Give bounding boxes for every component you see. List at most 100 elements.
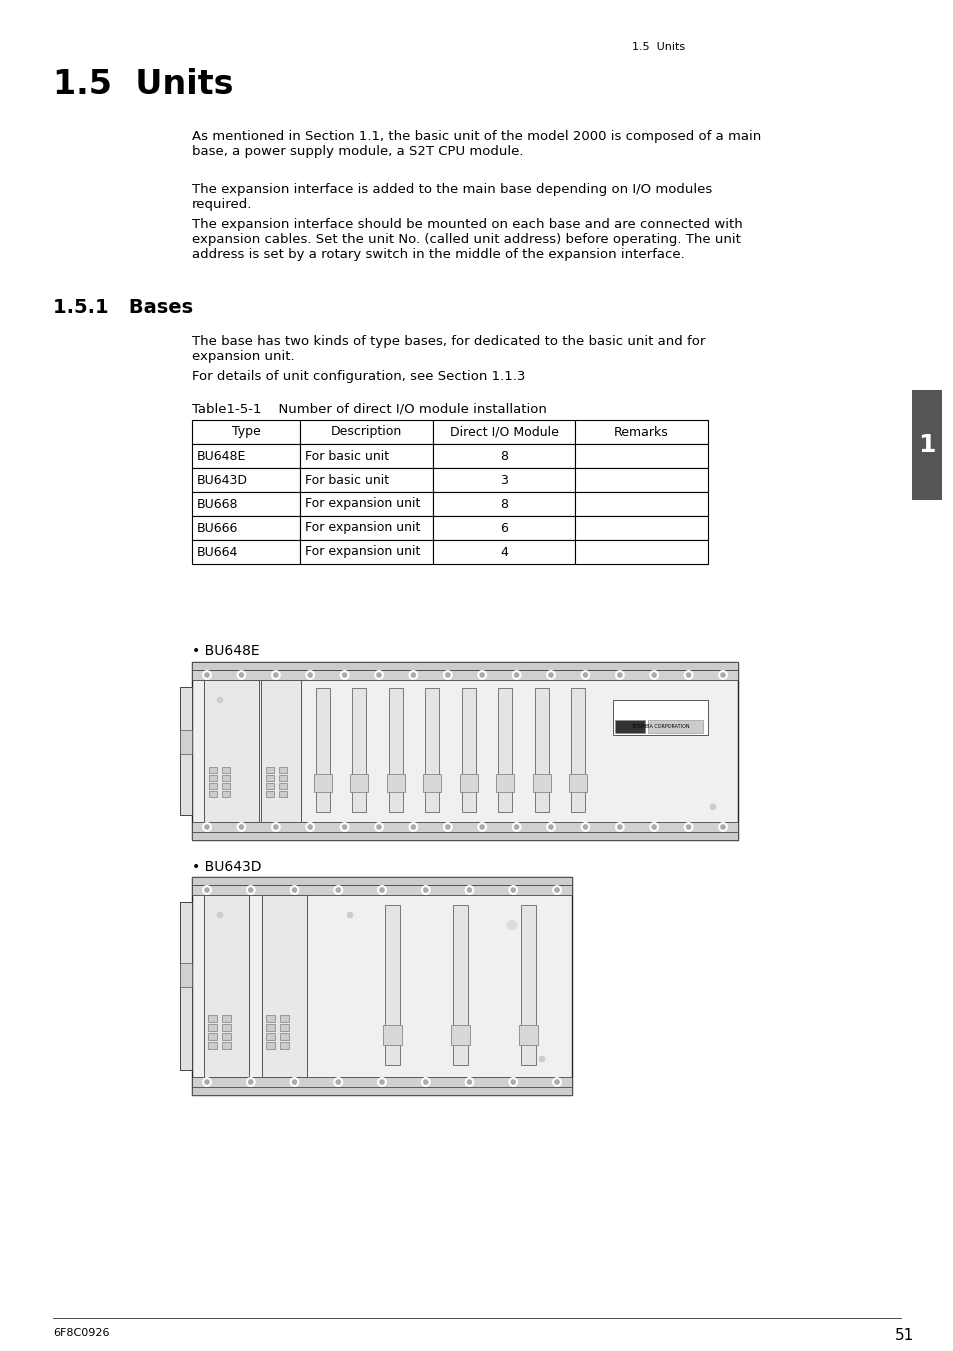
- Circle shape: [651, 673, 656, 677]
- Text: For basic unit: For basic unit: [305, 450, 389, 462]
- Bar: [192, 662, 738, 840]
- Circle shape: [477, 823, 486, 831]
- Bar: [192, 670, 738, 680]
- Circle shape: [216, 697, 223, 703]
- Text: Description: Description: [331, 426, 402, 439]
- Bar: [266, 1015, 274, 1021]
- Text: For expansion unit: For expansion unit: [305, 497, 420, 511]
- Circle shape: [479, 824, 484, 830]
- Bar: [222, 790, 230, 797]
- Circle shape: [554, 1079, 558, 1085]
- Bar: [280, 1024, 289, 1031]
- Text: Table1-5-1    Number of direct I/O module installation: Table1-5-1 Number of direct I/O module i…: [192, 403, 546, 416]
- Bar: [266, 775, 274, 781]
- Bar: [180, 963, 192, 988]
- Circle shape: [273, 824, 278, 830]
- Circle shape: [615, 670, 623, 680]
- Bar: [222, 775, 230, 781]
- Circle shape: [467, 1079, 472, 1085]
- Text: TOSHIBA CORPORATION: TOSHIBA CORPORATION: [630, 724, 689, 730]
- Bar: [278, 784, 287, 789]
- Circle shape: [508, 1078, 517, 1086]
- Bar: [192, 516, 299, 540]
- Circle shape: [411, 824, 416, 830]
- Circle shape: [685, 673, 690, 677]
- Circle shape: [342, 824, 347, 830]
- Bar: [209, 790, 216, 797]
- Text: • BU648E: • BU648E: [192, 644, 259, 658]
- Bar: [192, 540, 299, 563]
- Bar: [208, 1015, 216, 1021]
- Circle shape: [685, 824, 690, 830]
- Bar: [299, 492, 433, 516]
- Bar: [192, 832, 738, 840]
- Circle shape: [546, 823, 555, 831]
- Circle shape: [411, 673, 416, 677]
- Circle shape: [464, 885, 474, 894]
- Bar: [433, 444, 575, 467]
- Bar: [575, 420, 707, 444]
- Bar: [204, 680, 258, 821]
- Circle shape: [548, 824, 553, 830]
- Bar: [266, 767, 274, 773]
- Bar: [192, 1088, 572, 1096]
- Circle shape: [538, 1056, 544, 1062]
- Bar: [451, 1025, 470, 1046]
- Circle shape: [202, 670, 212, 680]
- Bar: [192, 877, 572, 885]
- Bar: [575, 540, 707, 563]
- Bar: [575, 492, 707, 516]
- Bar: [192, 420, 299, 444]
- Circle shape: [512, 823, 520, 831]
- Text: BU668: BU668: [196, 497, 238, 511]
- Text: 51: 51: [894, 1328, 913, 1343]
- Bar: [192, 444, 299, 467]
- Bar: [425, 688, 439, 812]
- Circle shape: [375, 670, 383, 680]
- Circle shape: [238, 673, 244, 677]
- Bar: [278, 775, 287, 781]
- Bar: [535, 688, 548, 812]
- Circle shape: [445, 673, 450, 677]
- Circle shape: [510, 888, 516, 893]
- Bar: [299, 516, 433, 540]
- Circle shape: [290, 1078, 298, 1086]
- Circle shape: [443, 823, 452, 831]
- Text: 4: 4: [499, 546, 507, 558]
- Bar: [192, 885, 572, 894]
- Text: 1.5  Units: 1.5 Units: [631, 42, 684, 51]
- Bar: [613, 700, 707, 735]
- Circle shape: [552, 1078, 561, 1086]
- Circle shape: [342, 673, 347, 677]
- Bar: [423, 774, 441, 792]
- Bar: [498, 688, 512, 812]
- Circle shape: [718, 823, 727, 831]
- Circle shape: [204, 824, 210, 830]
- Bar: [299, 467, 433, 492]
- Circle shape: [512, 670, 520, 680]
- Circle shape: [552, 885, 561, 894]
- Circle shape: [246, 885, 255, 894]
- Bar: [209, 784, 216, 789]
- Circle shape: [554, 888, 558, 893]
- Circle shape: [506, 920, 517, 929]
- Text: 1.5  Units: 1.5 Units: [53, 68, 233, 101]
- Text: The expansion interface should be mounted on each base and are connected with
ex: The expansion interface should be mounte…: [192, 218, 742, 261]
- Bar: [299, 420, 433, 444]
- Circle shape: [421, 1078, 430, 1086]
- Bar: [433, 420, 575, 444]
- Bar: [280, 1034, 289, 1040]
- Bar: [266, 1034, 274, 1040]
- Circle shape: [649, 823, 658, 831]
- Text: BU666: BU666: [196, 521, 238, 535]
- Bar: [299, 540, 433, 563]
- Bar: [518, 1025, 537, 1046]
- Bar: [520, 905, 536, 1065]
- Bar: [222, 1024, 231, 1031]
- Circle shape: [580, 823, 589, 831]
- Text: BU648E: BU648E: [196, 450, 246, 462]
- Text: For details of unit configuration, see Section 1.1.3: For details of unit configuration, see S…: [192, 370, 525, 382]
- Bar: [387, 774, 405, 792]
- Bar: [180, 730, 192, 754]
- Bar: [208, 1024, 216, 1031]
